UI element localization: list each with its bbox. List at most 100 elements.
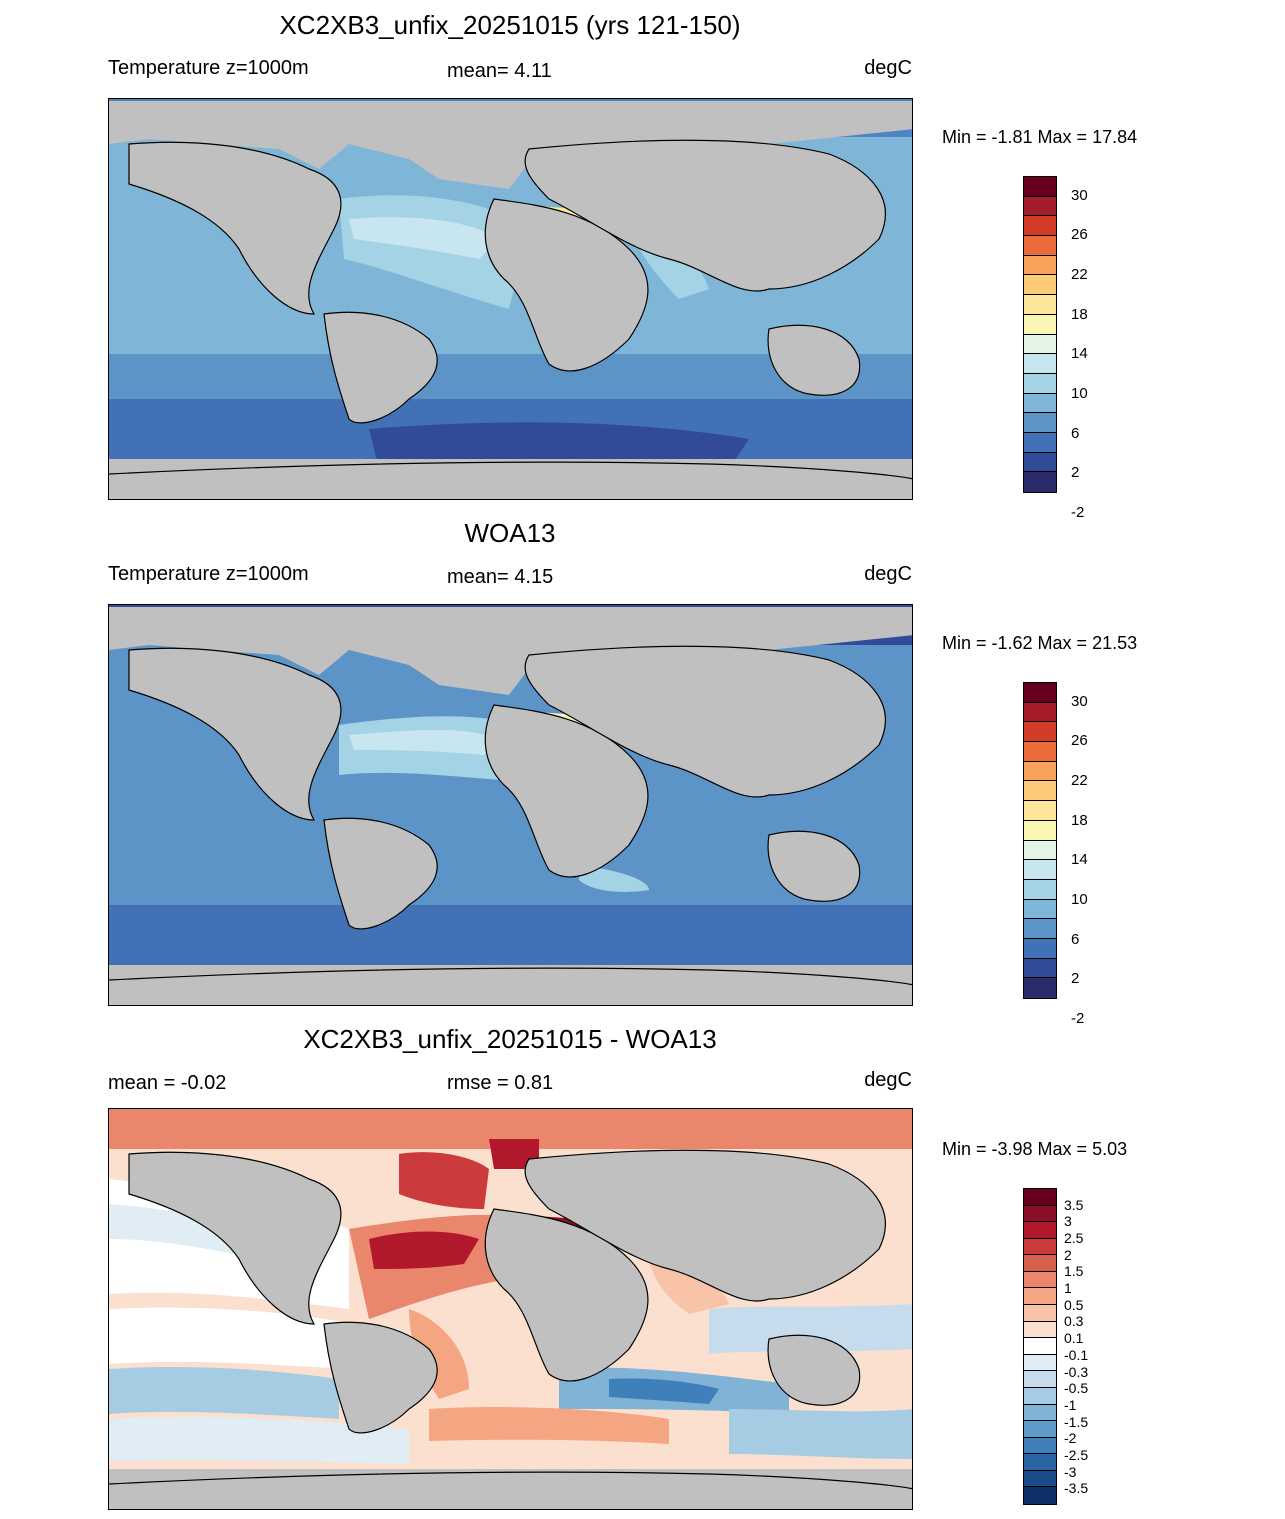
- colorbar-tick-label: 2: [1071, 464, 1080, 482]
- colorbar-tick-label: 30: [1071, 692, 1088, 710]
- map-diff: [108, 1108, 913, 1510]
- colorbar-swatch: [1024, 722, 1056, 743]
- rmse-label: rmse = 0.81: [447, 1072, 554, 1094]
- colorbar-swatch: [1024, 840, 1056, 861]
- colorbar-swatch: [1024, 702, 1056, 723]
- colorbar-swatch: [1024, 1189, 1056, 1206]
- mean-label: mean = -0.02: [108, 1072, 227, 1094]
- colorbar-tick-label: 0.1: [1064, 1330, 1084, 1347]
- colorbar-tick-label: 18: [1071, 811, 1088, 829]
- colorbar-tick-label: -1: [1064, 1396, 1077, 1413]
- colorbar-tick-label: 1.5: [1064, 1263, 1084, 1280]
- colorbar-tick-label: 26: [1071, 226, 1088, 244]
- colorbar-swatch: [1024, 354, 1056, 374]
- colorbar-tick-label: 14: [1071, 851, 1088, 869]
- colorbar-swatch: [1024, 196, 1056, 217]
- colorbar-tick-label: 30: [1071, 186, 1088, 204]
- min-max-label: Min = -1.62 Max = 21.53: [942, 633, 1138, 653]
- colorbar: [1023, 1188, 1057, 1505]
- colorbar-swatch: [1024, 781, 1056, 802]
- colorbar-tick-label: -0.1: [1064, 1346, 1089, 1363]
- colorbar-tick-label: -1.5: [1064, 1413, 1089, 1430]
- colorbar-swatch: [1024, 1288, 1056, 1306]
- colorbar-swatch: [1024, 472, 1056, 492]
- colorbar-tick-label: -2.5: [1064, 1446, 1089, 1463]
- colorbar-tick-label: 3: [1064, 1213, 1072, 1230]
- colorbar-tick-label: -2: [1071, 503, 1085, 521]
- colorbar-swatch: [1024, 413, 1056, 433]
- variable-label: Temperature z=1000m: [108, 57, 309, 79]
- colorbar-swatch: [1024, 1487, 1056, 1504]
- colorbar-tick-label: -0.5: [1064, 1380, 1089, 1397]
- colorbar-swatch: [1024, 1404, 1056, 1422]
- variable-label: Temperature z=1000m: [108, 563, 309, 585]
- units-label: degC: [864, 563, 912, 585]
- colorbar: [1023, 176, 1057, 493]
- colorbar-swatch: [1024, 1387, 1056, 1405]
- colorbar-tick-label: 10: [1071, 384, 1088, 402]
- colorbar-tick-label: 26: [1071, 732, 1088, 750]
- panel-title: XC2XB3_unfix_20251015 - WOA13: [303, 1024, 717, 1054]
- colorbar-tick-label: -2: [1064, 1430, 1077, 1447]
- colorbar-swatch: [1024, 938, 1056, 959]
- colorbar-tick-label: 6: [1071, 424, 1080, 442]
- colorbar-swatch: [1024, 761, 1056, 782]
- colorbar-tick-label: 0.5: [1064, 1296, 1084, 1313]
- map-obs: [108, 604, 913, 1006]
- colorbar-tick-label: 18: [1071, 305, 1088, 323]
- colorbar-tick-label: 14: [1071, 345, 1088, 363]
- colorbar-swatch: [1024, 683, 1056, 703]
- colorbar-swatch: [1024, 1305, 1056, 1322]
- colorbar-swatch: [1024, 1205, 1056, 1223]
- colorbar-swatch: [1024, 958, 1056, 979]
- colorbar-swatch: [1024, 216, 1056, 237]
- mean-label: mean= 4.15: [447, 566, 554, 588]
- colorbar-swatch: [1024, 978, 1056, 998]
- colorbar-tick-label: 1: [1064, 1280, 1072, 1297]
- colorbar-swatch: [1024, 1338, 1056, 1355]
- colorbar-swatch: [1024, 334, 1056, 355]
- colorbar-tick-label: 6: [1071, 930, 1080, 948]
- colorbar-swatch: [1024, 1222, 1056, 1239]
- colorbar-swatch: [1024, 1238, 1056, 1256]
- colorbar-swatch: [1024, 1470, 1056, 1488]
- colorbar-swatch: [1024, 879, 1056, 900]
- colorbar-swatch: [1024, 1255, 1056, 1272]
- map-model: [108, 98, 913, 500]
- min-max-label: Min = -3.98 Max = 5.03: [942, 1139, 1128, 1159]
- colorbar-swatch: [1024, 432, 1056, 453]
- colorbar-swatch: [1024, 1371, 1056, 1388]
- colorbar-swatch: [1024, 1454, 1056, 1471]
- colorbar-swatch: [1024, 393, 1056, 414]
- colorbar-swatch: [1024, 452, 1056, 473]
- colorbar-tick-label: -3.5: [1064, 1480, 1089, 1497]
- colorbar-swatch: [1024, 373, 1056, 394]
- colorbar-swatch: [1024, 899, 1056, 920]
- colorbar-tick-label: 22: [1071, 266, 1088, 284]
- colorbar: [1023, 682, 1057, 999]
- colorbar-tick-label: 22: [1071, 772, 1088, 790]
- colorbar-swatch: [1024, 820, 1056, 841]
- units-label: degC: [864, 57, 912, 79]
- panel-title: WOA13: [464, 518, 556, 548]
- min-max-label: Min = -1.81 Max = 17.84: [942, 127, 1138, 147]
- colorbar-swatch: [1024, 177, 1056, 197]
- colorbar-tick-label: 3.5: [1064, 1196, 1084, 1213]
- colorbar-swatch: [1024, 1437, 1056, 1455]
- colorbar-swatch: [1024, 919, 1056, 939]
- colorbar-tick-label: -0.3: [1064, 1363, 1089, 1380]
- colorbar-swatch: [1024, 1271, 1056, 1289]
- units-label: degC: [864, 1069, 912, 1091]
- colorbar-swatch: [1024, 1354, 1056, 1372]
- mean-label: mean= 4.11: [447, 60, 552, 82]
- colorbar-tick-label: -2: [1071, 1009, 1085, 1027]
- colorbar-swatch: [1024, 860, 1056, 880]
- colorbar-tick-label: 2: [1064, 1246, 1072, 1263]
- colorbar-swatch: [1024, 742, 1056, 762]
- colorbar-swatch: [1024, 255, 1056, 276]
- colorbar-tick-label: 2.5: [1064, 1230, 1084, 1247]
- panel-title: XC2XB3_unfix_20251015 (yrs 121-150): [279, 10, 741, 40]
- colorbar-swatch: [1024, 1421, 1056, 1438]
- colorbar-swatch: [1024, 236, 1056, 256]
- colorbar-swatch: [1024, 295, 1056, 315]
